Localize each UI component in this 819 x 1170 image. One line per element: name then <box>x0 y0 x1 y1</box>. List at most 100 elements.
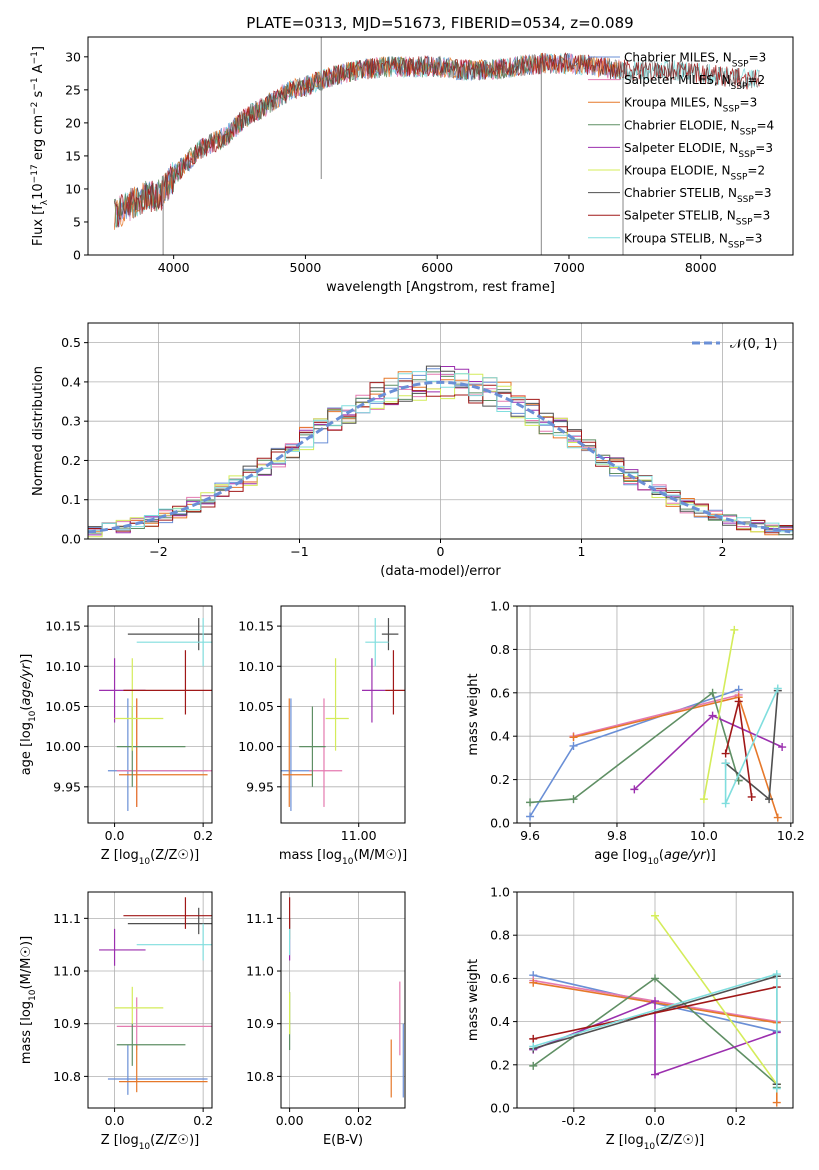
legend-value: =2 <box>747 164 765 178</box>
y-tick-label: 0.6 <box>490 971 510 986</box>
weight-marker <box>651 1070 659 1079</box>
x-tick-label: 10.0 <box>690 828 718 843</box>
x-tick-label: 2 <box>719 544 727 559</box>
weight-marker <box>721 759 730 768</box>
y-tick-label: 0.3 <box>61 414 81 429</box>
axes-frame <box>87 891 213 1109</box>
y-tick-label: 10 <box>65 181 81 196</box>
x-tick-label: 0.0 <box>105 828 125 843</box>
age_vs_Z-plot-area <box>99 618 212 811</box>
y-tick-label: 0.4 <box>61 374 81 389</box>
x-tick-label: 0.2 <box>726 1113 746 1128</box>
weight-marker <box>772 1098 781 1107</box>
x-tick-label: 0.2 <box>193 1113 213 1128</box>
legend-sub: SSP <box>731 82 748 92</box>
label-part: (M/M☉)] <box>353 848 407 863</box>
y-tick-label: 0.2 <box>490 1057 510 1072</box>
legend-entry: Kroupa MILES, NSSP=3 <box>624 96 757 115</box>
y-tick-label: 30 <box>65 49 81 64</box>
label-part: age [log <box>594 848 647 863</box>
spectrum-line <box>114 52 760 228</box>
legend-entry: Kroupa ELODIE, NSSP=2 <box>624 164 765 183</box>
weight-marker <box>778 743 787 752</box>
x-axis-label: Z [log10(Z/Z☉)] <box>606 1133 704 1152</box>
residual-histogram <box>88 371 793 533</box>
label-part: −1 <box>30 77 40 90</box>
y-axis-label: mass weight <box>466 673 481 755</box>
normal-curve <box>88 380 791 534</box>
y-tick-label: 5 <box>73 214 81 229</box>
label-part: mass weight <box>466 673 481 755</box>
legend-sub: SSP <box>740 127 757 137</box>
spectrum-line <box>114 53 621 228</box>
label-part: age/yr <box>19 662 34 705</box>
y-tick-label: 9.95 <box>246 779 274 794</box>
y-tick-label: 11.0 <box>53 964 81 979</box>
x-axis-label: mass [log10(M/M☉)] <box>279 848 407 867</box>
label-part: 10 <box>28 989 38 1001</box>
axes-frame <box>87 36 794 256</box>
legend-sub: SSP <box>732 60 749 70</box>
weight-marker <box>721 799 730 808</box>
y-tick-label: 11.1 <box>246 911 274 926</box>
weight-marker <box>721 749 730 758</box>
legend-sub: SSP <box>723 105 740 115</box>
label-part: Z [log <box>606 1133 644 1148</box>
label-part: −1 <box>30 51 40 64</box>
legend-value: =3 <box>745 231 763 245</box>
x-tick-label: 0.2 <box>193 828 213 843</box>
label-part: λ <box>40 199 50 205</box>
x-tick-label: 0 <box>437 544 445 559</box>
spectrum-plot-area <box>114 37 760 255</box>
weight-marker <box>630 785 639 794</box>
y-axis-label: Normed distribution <box>31 366 46 496</box>
weight_vs_age-plot-area <box>526 625 787 822</box>
weight-marker <box>526 812 535 821</box>
label-part: (Z/Z☉)] <box>655 1133 704 1148</box>
y-tick-label: 10.10 <box>238 659 274 674</box>
weight-marker <box>651 911 659 920</box>
label-part: mass [log <box>19 1001 34 1064</box>
label-part: 10 <box>342 857 354 867</box>
residuals-plot-area <box>88 365 793 538</box>
weight_vs_Z-plot-area <box>529 911 781 1107</box>
y-axis-label: age [log10(age/yr)] <box>19 654 38 776</box>
x-tick-label: 5000 <box>290 260 322 275</box>
legend-sub: SSP <box>728 240 745 250</box>
x-tick-label: -0.2 <box>562 1113 586 1128</box>
y-tick-label: 10.10 <box>45 659 81 674</box>
legend-entry: Chabrier ELODIE, NSSP=4 <box>624 118 774 137</box>
weight-marker <box>651 997 659 1006</box>
legend-entry: Salpeter MILES, NSSP=2 <box>624 73 765 92</box>
y-tick-label: 0.6 <box>490 685 510 700</box>
y-tick-label: 0.0 <box>61 532 81 547</box>
x-tick-label: 10.2 <box>777 828 805 843</box>
legend-value: =3 <box>755 141 773 155</box>
y-tick-label: 0.4 <box>490 1014 510 1029</box>
weight-marker <box>773 813 782 822</box>
spectrum-panel: 4000 5000 6000 7000 8000 0 5 10 15 20 25 30 Chabrier… <box>30 36 794 295</box>
y-tick-label: 10.05 <box>45 699 81 714</box>
x-axis-label: Z [log10(Z/Z☉)] <box>101 848 199 867</box>
x-tick-label: −1 <box>290 544 308 559</box>
y-axis-label: mass weight <box>466 959 481 1041</box>
y-tick-label: 9.95 <box>53 779 81 794</box>
y-tick-label: 10.9 <box>246 1016 274 1031</box>
label-part: (Z/Z☉)] <box>150 1133 199 1148</box>
x-tick-label: 1 <box>578 544 586 559</box>
weight-marker <box>651 974 659 983</box>
y-tick-label: 1.0 <box>490 599 510 614</box>
y-tick-label: 10.05 <box>238 699 274 714</box>
label-part: mass weight <box>466 959 481 1041</box>
label-part: wavelength [Angstrom, rest frame] <box>326 280 555 295</box>
label-part: −2 <box>30 102 40 115</box>
weight-marker <box>730 625 739 634</box>
weight-line <box>703 629 736 800</box>
weight-marker <box>699 795 708 804</box>
label-part: (data-model)/error <box>380 564 501 579</box>
label-part: (M/M☉)] <box>19 936 34 990</box>
y-tick-label: 0.0 <box>490 816 510 831</box>
x-tick-label: 8000 <box>685 260 717 275</box>
